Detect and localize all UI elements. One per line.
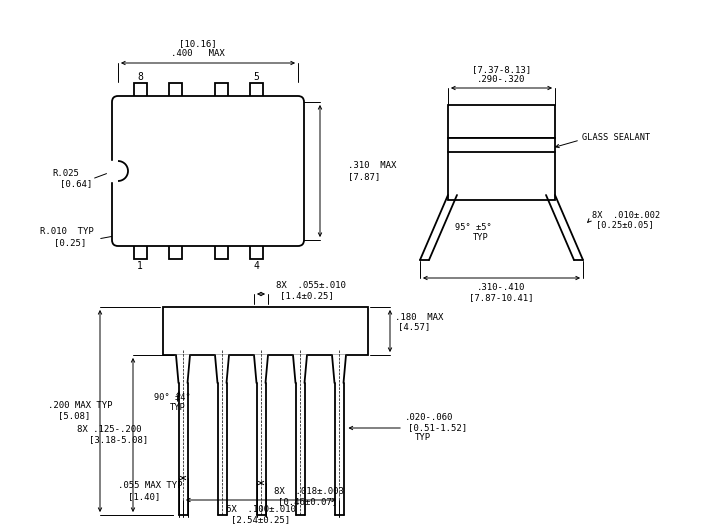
Text: [4.57]: [4.57] — [398, 323, 431, 331]
Text: .200 MAX TYP: .200 MAX TYP — [48, 401, 112, 409]
Text: [0.64]: [0.64] — [60, 180, 92, 189]
FancyBboxPatch shape — [112, 96, 304, 246]
Polygon shape — [176, 355, 190, 383]
Bar — [163, 307, 368, 355]
Bar — [448, 105, 555, 138]
Text: .180  MAX: .180 MAX — [395, 313, 444, 321]
Bar — [250, 83, 263, 104]
Text: 4: 4 — [253, 261, 259, 271]
Text: .055 MAX TYP: .055 MAX TYP — [118, 482, 182, 491]
Text: TYP: TYP — [415, 434, 431, 443]
Text: .020-.060: .020-.060 — [405, 414, 454, 423]
Text: 95° ±5°: 95° ±5° — [454, 223, 491, 232]
Text: GLASS SEALANT: GLASS SEALANT — [582, 133, 650, 142]
Text: [10.16]: [10.16] — [179, 40, 217, 48]
Polygon shape — [332, 355, 346, 383]
Polygon shape — [107, 161, 128, 181]
Bar — [134, 83, 147, 104]
Text: 6X  .100±.010: 6X .100±.010 — [226, 505, 296, 514]
Text: 8X  .018±.003: 8X .018±.003 — [274, 486, 343, 495]
Text: .290-.320: .290-.320 — [477, 75, 526, 84]
Text: [0.25±0.05]: [0.25±0.05] — [596, 220, 654, 229]
Text: 1: 1 — [137, 261, 143, 271]
Text: 8X .125-.200: 8X .125-.200 — [77, 425, 142, 434]
Text: 5: 5 — [253, 72, 259, 82]
Bar — [169, 83, 182, 104]
Text: [3.18-5.08]: [3.18-5.08] — [89, 435, 148, 444]
Text: [1.40]: [1.40] — [128, 493, 161, 502]
Polygon shape — [254, 355, 268, 383]
Bar — [448, 138, 555, 200]
Text: 8: 8 — [137, 72, 143, 82]
Bar — [169, 238, 182, 259]
Bar — [134, 238, 147, 259]
Text: [7.87]: [7.87] — [348, 172, 380, 181]
Text: [1.4±0.25]: [1.4±0.25] — [280, 291, 334, 300]
Text: R.010  TYP: R.010 TYP — [40, 228, 94, 237]
Text: 8X  .010±.002: 8X .010±.002 — [592, 210, 660, 220]
Polygon shape — [293, 355, 307, 383]
Text: [0.51-1.52]: [0.51-1.52] — [408, 424, 467, 433]
Text: 8X  .055±.010: 8X .055±.010 — [276, 281, 346, 290]
Bar — [250, 238, 263, 259]
Text: TYP: TYP — [473, 233, 489, 242]
Text: [0.46±0.07]: [0.46±0.07] — [277, 497, 337, 506]
Bar — [215, 238, 228, 259]
Text: 90° ±4°: 90° ±4° — [153, 394, 190, 403]
Text: .310-.410: .310-.410 — [477, 284, 526, 292]
Bar — [215, 83, 228, 104]
Text: [7.87-10.41]: [7.87-10.41] — [469, 294, 534, 302]
Text: .310  MAX: .310 MAX — [348, 161, 397, 171]
Text: TYP: TYP — [170, 404, 186, 413]
Text: R.025: R.025 — [52, 169, 79, 178]
Text: [2.54±0.25]: [2.54±0.25] — [231, 515, 291, 524]
Text: [7.37-8.13]: [7.37-8.13] — [472, 65, 531, 74]
Text: [5.08]: [5.08] — [58, 412, 90, 421]
Polygon shape — [215, 355, 229, 383]
Text: .400   MAX: .400 MAX — [171, 50, 225, 58]
Text: [0.25]: [0.25] — [54, 239, 86, 248]
